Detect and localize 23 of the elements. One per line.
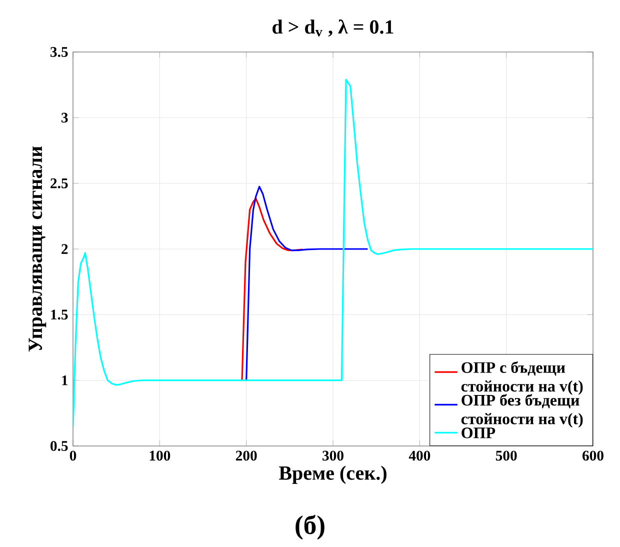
y-tick-label: 3.5 [50, 47, 68, 57]
x-tick-label: 400 [408, 450, 430, 461]
x-tick-label: 0 [70, 450, 76, 461]
y-tick-label: 0.5 [50, 441, 68, 451]
y-tick-label: 1 [62, 375, 68, 386]
y-tick-label: 3 [62, 112, 68, 123]
x-tick-label: 300 [322, 450, 344, 461]
y-tick-label: 2.5 [50, 178, 68, 188]
x-tick-label: 600 [582, 450, 604, 461]
x-axis-title: Време (сек.) [278, 466, 386, 484]
x-tick-label: 100 [150, 450, 170, 461]
line-series [241, 198, 304, 382]
y-axis-title: Управляващи сигнали [28, 146, 46, 352]
line-series [246, 186, 368, 382]
text: (б) [296, 514, 324, 540]
y-tick-label: 2 [62, 244, 68, 254]
legend-label: ОПР [462, 428, 496, 438]
x-tick-label: 500 [496, 450, 517, 461]
y-tick-label: 1.5 [51, 310, 68, 320]
chart-title: d > d$_{v}$ , λ = 0.1 [272, 19, 394, 37]
x-tick-label: 200 [236, 450, 257, 461]
legend-label: ОПР без бъдещи стойности на v(t) [461, 394, 583, 428]
legend-label: ОПР с бъдещи стойности на v(t) [461, 361, 583, 395]
